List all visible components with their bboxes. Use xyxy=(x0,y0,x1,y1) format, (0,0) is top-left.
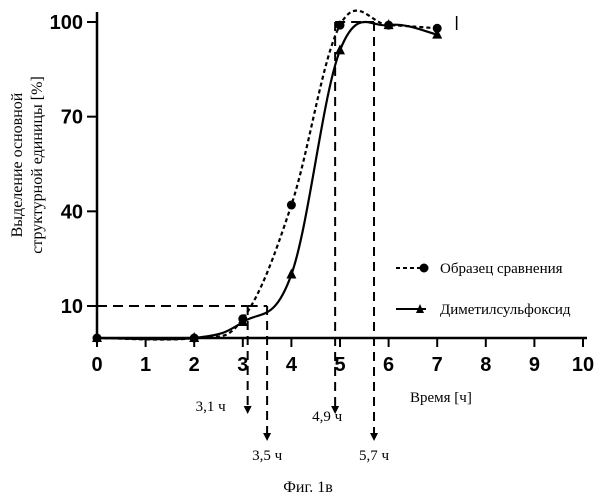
annot-arrow-0 xyxy=(243,406,252,414)
legend: Образец сравнения Диметилсульфоксид xyxy=(396,261,571,318)
guide-lines xyxy=(97,21,375,307)
legend-marker-circle xyxy=(419,263,429,273)
series-2-point-4 xyxy=(335,44,345,55)
x-tick-label-4: 4 xyxy=(286,354,298,376)
series-2-point-6 xyxy=(432,28,443,39)
x-tick-label-7: 7 xyxy=(432,354,443,376)
annotations: 3,1 ч 3,5 ч 4,9 ч 5,7 ч xyxy=(196,22,390,464)
legend-item-2: Диметилсульфоксид xyxy=(396,302,571,318)
annot-arrow-3 xyxy=(370,433,379,441)
figure-caption: Фиг. 1в xyxy=(283,479,333,496)
x-tick-label-3: 3 xyxy=(237,354,248,376)
series-line-1 xyxy=(96,9,438,341)
legend-label-1: Образец сравнения xyxy=(440,261,563,277)
series-2-point-0 xyxy=(92,332,102,342)
x-tick-label-6: 6 xyxy=(383,354,394,376)
annot-label-1: 3,5 ч xyxy=(252,448,283,464)
x-tick-label-10: 10 xyxy=(572,354,594,376)
axes xyxy=(93,12,587,340)
series-1-point-6 xyxy=(432,23,442,33)
annot-label-2: 4,9 ч xyxy=(312,409,343,425)
y-tick-label-10: 10 xyxy=(61,296,83,318)
x-ticks: 0 1 2 3 4 5 6 7 8 9 10 xyxy=(91,338,594,376)
x-tick-label-8: 8 xyxy=(480,354,491,376)
legend-label-2: Диметилсульфоксид xyxy=(440,302,571,318)
y-tick-label-70: 70 xyxy=(61,107,83,129)
annot-arrow-2 xyxy=(331,406,340,414)
annot-label-0: 3,1 ч xyxy=(196,399,227,415)
annot-label-3: 5,7 ч xyxy=(359,448,390,464)
series-2-point-1 xyxy=(189,332,200,342)
series-2-point-5 xyxy=(383,19,394,30)
x-tick-label-1: 1 xyxy=(140,354,151,376)
y-tick-label-100: 100 xyxy=(50,12,83,34)
legend-marker-triangle xyxy=(416,304,424,313)
x-axis-label: Время [ч] xyxy=(410,390,472,406)
y-axis-label-line-2: структурной единицы [%] xyxy=(29,76,46,254)
legend-item-1: Образец сравнения xyxy=(396,261,563,277)
x-tick-label-5: 5 xyxy=(334,354,345,376)
y-ticks: 10 40 70 100 xyxy=(50,12,97,318)
y-axis-label-line-1: Выделение основной xyxy=(9,92,26,237)
series-group xyxy=(92,9,458,343)
y-tick-label-40: 40 xyxy=(61,201,83,223)
x-tick-label-2: 2 xyxy=(189,354,200,376)
series-1-point-4 xyxy=(335,20,345,30)
series-1-point-3 xyxy=(286,200,296,210)
series-2-point-3 xyxy=(286,268,297,279)
series-2-point-2 xyxy=(237,316,248,326)
series-line-2 xyxy=(96,20,438,341)
x-tick-label-9: 9 xyxy=(529,354,540,376)
annot-arrow-1 xyxy=(263,433,272,441)
x-tick-label-0: 0 xyxy=(91,354,102,376)
